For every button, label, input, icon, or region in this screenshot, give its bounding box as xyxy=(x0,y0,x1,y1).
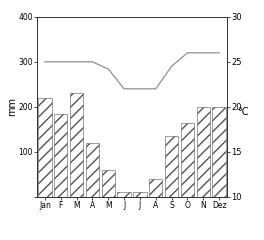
Bar xyxy=(54,114,68,197)
Bar xyxy=(117,192,131,197)
Bar xyxy=(212,107,226,197)
Bar xyxy=(196,107,210,197)
Bar xyxy=(165,136,178,197)
Y-axis label: mm: mm xyxy=(7,97,17,116)
Bar xyxy=(86,143,99,197)
Bar xyxy=(101,170,115,197)
Bar xyxy=(133,192,147,197)
Y-axis label: °C: °C xyxy=(238,107,249,117)
Bar xyxy=(70,93,83,197)
Bar xyxy=(149,179,162,197)
Bar xyxy=(38,98,52,197)
Bar xyxy=(181,123,194,197)
